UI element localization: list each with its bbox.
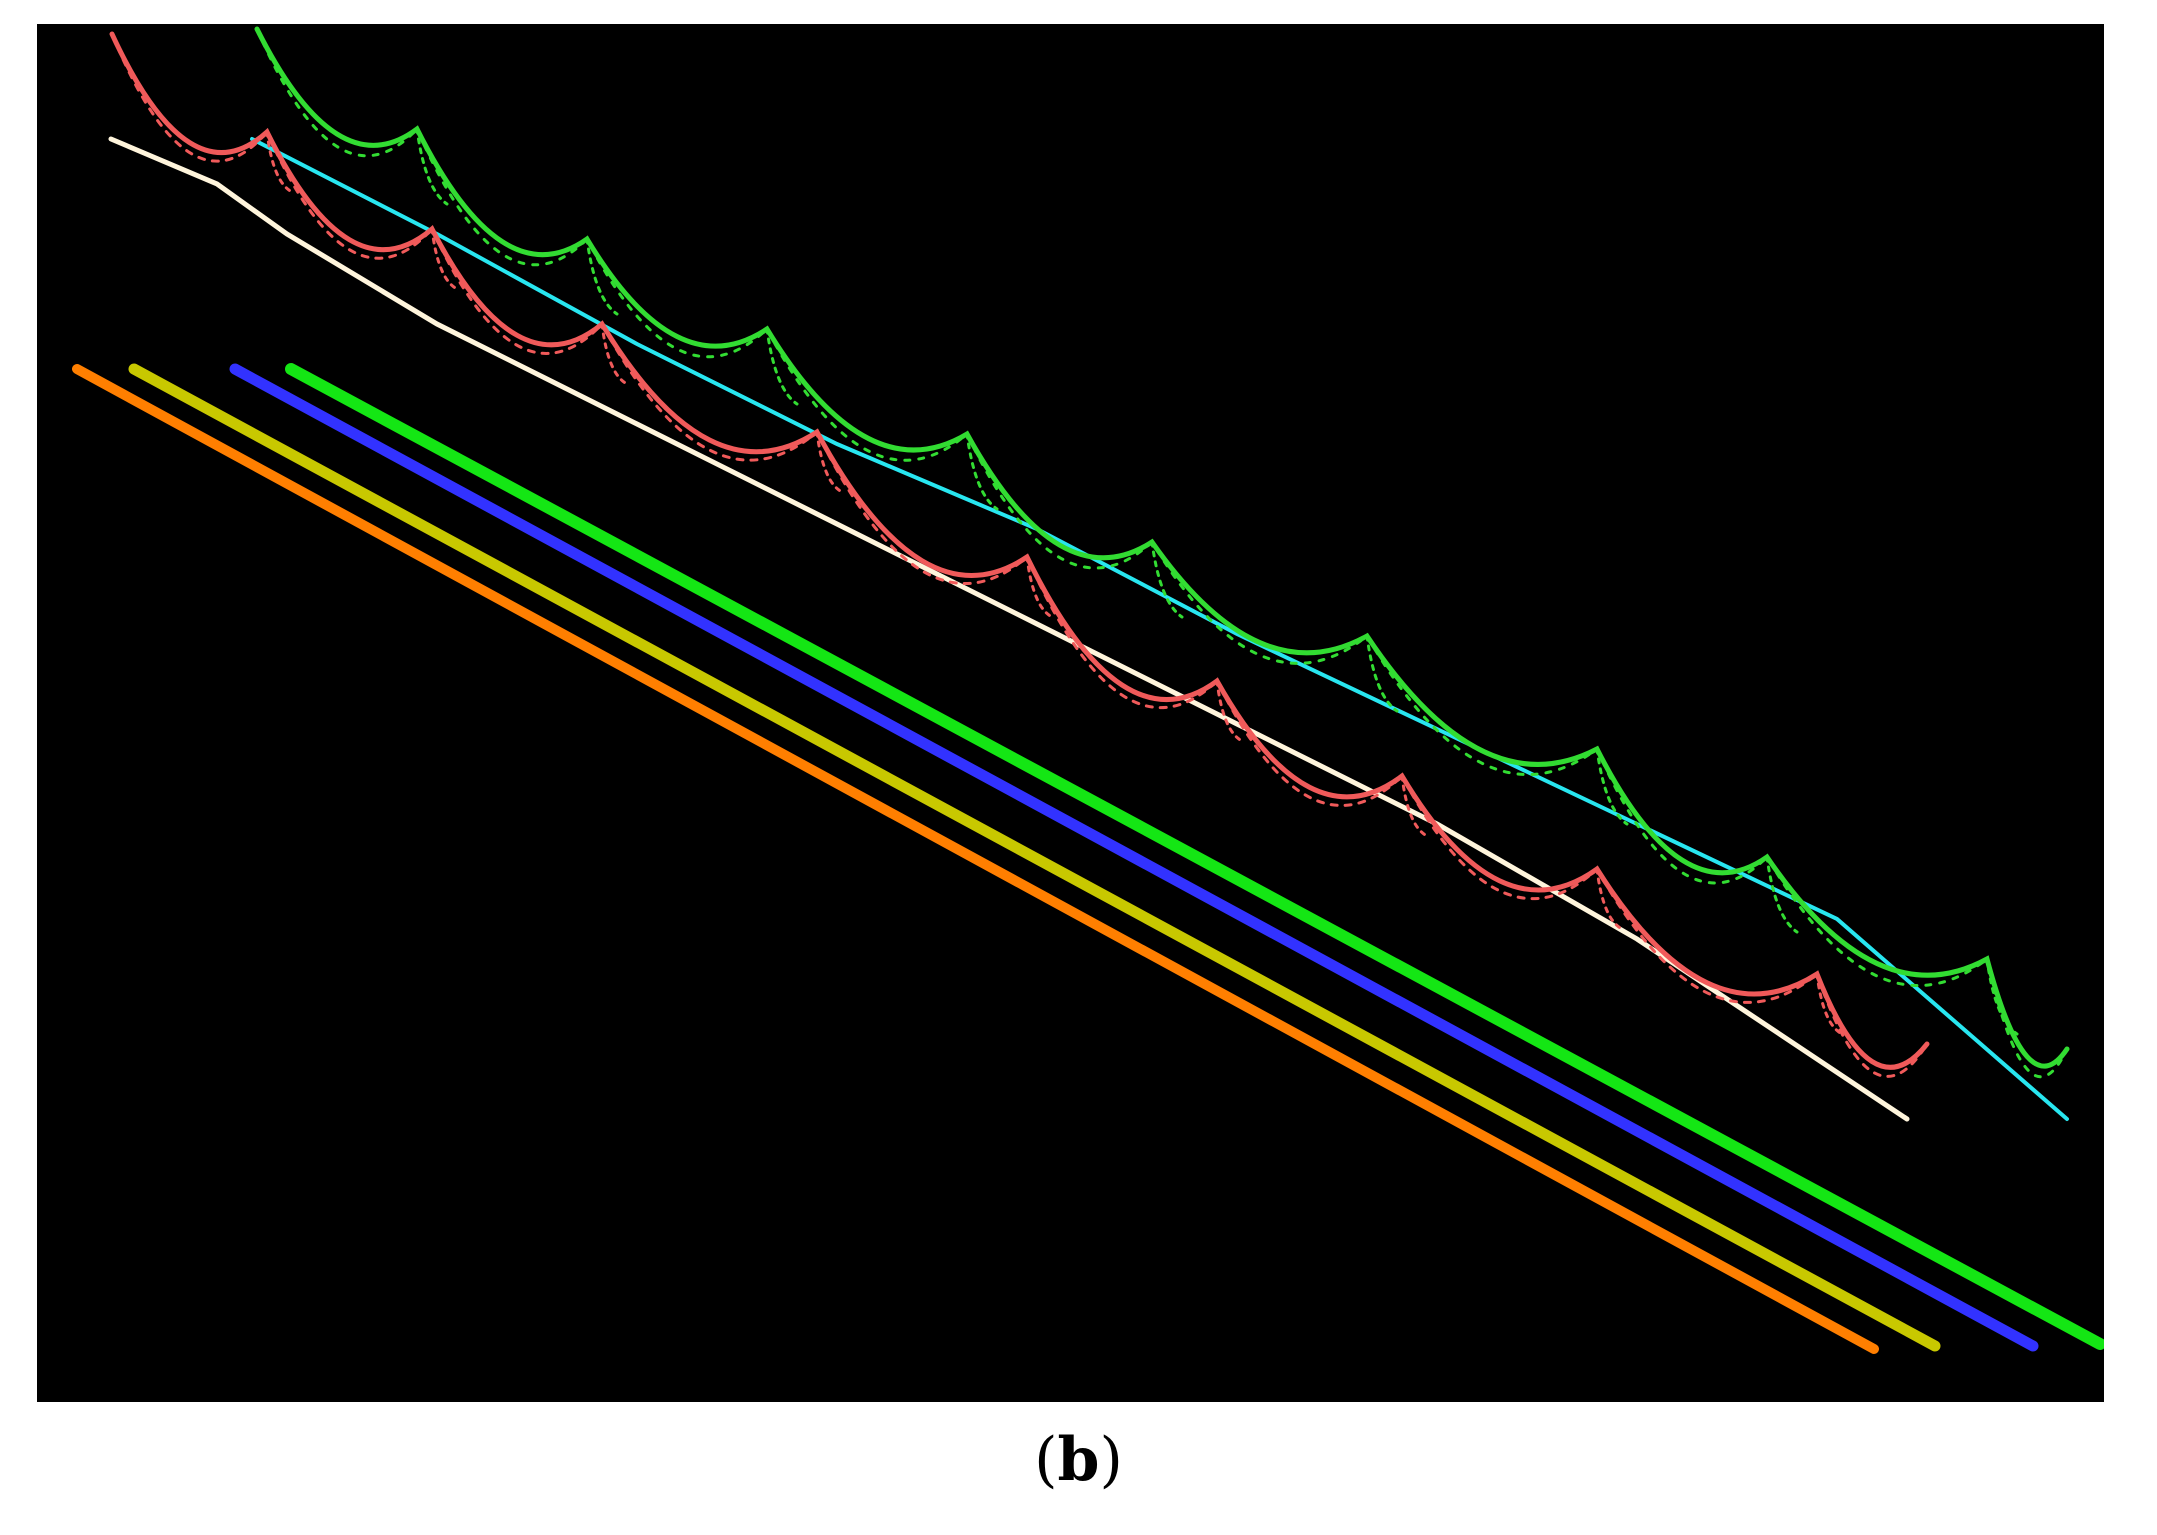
catenary-red-dropper-3 — [815, 430, 844, 494]
figure-caption: (b) — [0, 1430, 2157, 1490]
road-line-blue — [229, 363, 2039, 1352]
road-line-green — [285, 363, 2104, 1350]
road-line-orange — [72, 364, 1879, 1354]
point-cloud-canvas — [37, 24, 2104, 1402]
catenary-red-dropper-1 — [430, 227, 459, 291]
catenary-red-dropper-4 — [1025, 555, 1054, 619]
catenary-red-dropper-8 — [1815, 972, 1844, 1036]
caption-letter: b — [1057, 1425, 1100, 1495]
catenary-red-dropper-0 — [265, 130, 294, 194]
caption-open-paren: ( — [1034, 1425, 1058, 1495]
black-background — [37, 24, 2104, 1402]
catenary-green-dropper-5 — [1365, 634, 1399, 713]
caption-close-paren: ) — [1099, 1425, 1123, 1495]
point-cloud-view — [37, 24, 2104, 1402]
catenary-red-dropper-7 — [1595, 867, 1624, 931]
catenary-red-dropper-5 — [1215, 679, 1244, 743]
catenary-red-dropper-6 — [1400, 774, 1429, 838]
guardrail-white-line — [108, 136, 1910, 1122]
catenary-green-dropper-1 — [585, 237, 619, 316]
catenary-red-dropper-2 — [600, 322, 629, 386]
catenary-green-dropper-6 — [1595, 747, 1629, 826]
catenary-green-dropper-4 — [1150, 540, 1184, 619]
catenary-green-dropper-8 — [1985, 957, 2019, 1036]
road-line-yellow — [128, 363, 1941, 1352]
catenary-green-dropper-2 — [765, 327, 799, 406]
catenary-green-dropper-7 — [1765, 855, 1799, 934]
catenary-green-dropper-0 — [415, 127, 449, 206]
catenary-green-dropper-3 — [965, 432, 999, 511]
